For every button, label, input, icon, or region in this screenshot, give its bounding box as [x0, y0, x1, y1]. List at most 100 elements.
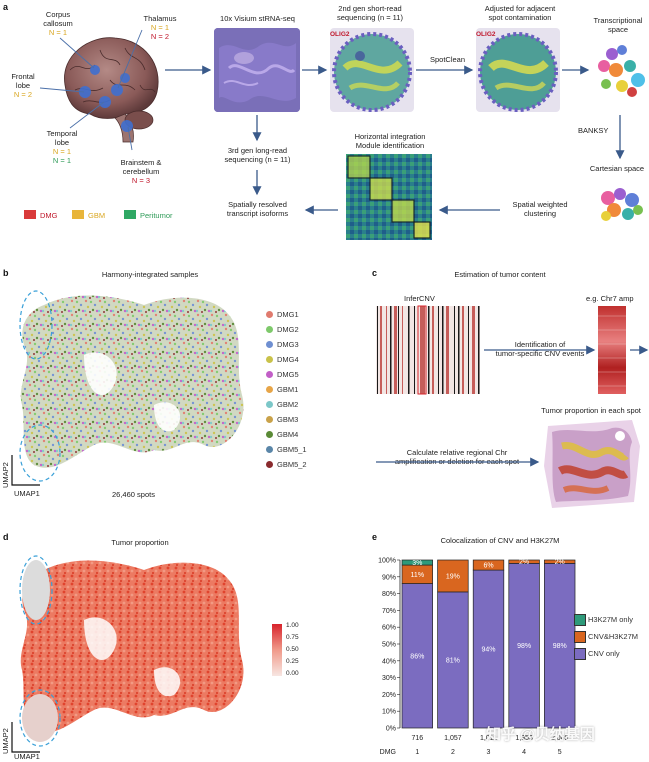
x-tick-label-2: 2: [451, 749, 455, 756]
bar-cnv-only-4: [508, 563, 540, 729]
x-tick-label-3: 3: [487, 749, 491, 756]
legend-dot-gbm5_2: [266, 461, 273, 468]
cartesian-space-plot: [601, 188, 643, 221]
infercnv-heatmap: [376, 305, 480, 395]
legend-dot-gbm3: [266, 416, 273, 423]
legend-gbm-swatch: [72, 210, 84, 219]
watermark: 知乎 @贝纳基因: [486, 726, 595, 743]
y-tick-label: 60%: [382, 625, 396, 632]
legend-dot-gbm4: [266, 431, 273, 438]
legend-dot-dmg2: [266, 326, 273, 333]
count-label-1: 716: [411, 735, 423, 742]
legend-label-dmg3: DMG3: [277, 340, 299, 349]
bar-cnv-h3k27m-5: [544, 559, 576, 564]
umap-d-x-label: UMAP1: [14, 752, 40, 761]
legend-label-dmg4: DMG4: [277, 355, 299, 364]
legend-label-gbm1: GBM1: [277, 385, 299, 394]
brainstem-marker: [121, 120, 133, 132]
count-label-4: 1,953: [515, 735, 533, 742]
colorbar-tick-075: 0.75: [286, 634, 299, 641]
legend-label-2: CNV only: [588, 649, 620, 658]
module-heatmap: [346, 154, 432, 240]
visium-tissue-image: [214, 28, 300, 112]
banksy-label: BANKSY: [578, 126, 609, 135]
panel-label-c: c: [372, 268, 378, 278]
visium-label: 10x Visium stRNA-seq: [220, 14, 295, 23]
legend-label-0: H3K27M only: [588, 615, 634, 624]
spotclean-label: SpotClean: [429, 55, 466, 64]
legend-gbm-label: GBM: [88, 211, 106, 220]
bar-label-0-3: 94%: [482, 647, 496, 654]
bar-label-1-5: 2%: [555, 559, 565, 566]
panel-label-a: a: [3, 2, 9, 12]
umap-d-axes: [11, 722, 40, 753]
colocalization-chart: 0% 10% 20% 30% 40% 50% 60% 70% 80% 90% 100% 86% 11% 3…: [378, 558, 576, 756]
legend-label-gbm3: GBM3: [277, 415, 299, 424]
y-tick-label: 90%: [382, 574, 396, 581]
colorbar-tick-050: 0.50: [286, 646, 299, 653]
y-tick-label: 30%: [382, 675, 396, 682]
legend-label-gbm2: GBM2: [277, 400, 299, 409]
bar-label-1-2: 19%: [446, 573, 460, 580]
panel-b-title: Harmony-integrated samples: [101, 270, 199, 279]
thalamus-marker: [111, 84, 123, 96]
bar-cnv-h3k27m-2: [437, 559, 469, 593]
brain-illustration: [64, 37, 159, 143]
transcriptional-space-plot: [598, 45, 645, 97]
count-label-5: 2,069: [551, 735, 569, 742]
y-tick-label: 10%: [382, 709, 396, 716]
panel-c-title: Estimation of tumor content: [454, 270, 546, 279]
short-read-label: 2nd gen short-read sequencing (n = 11): [337, 4, 403, 22]
legend-label-dmg2: DMG2: [277, 325, 299, 334]
adjusted-label: Adjusted for adjacent spot contamination: [484, 4, 556, 22]
legend-swatch-1: [574, 631, 586, 643]
bar-cnv-h3k27m-4: [508, 559, 540, 564]
transcriptional-space-label: Transcriptional space: [593, 16, 643, 34]
legend-dot-gbm2: [266, 401, 273, 408]
legend-label-dmg1: DMG1: [277, 310, 299, 319]
umap-tumor-plot: [19, 555, 244, 747]
y-tick-label: 100%: [378, 558, 396, 565]
cartesian-space-label: Cartesian space: [589, 164, 645, 173]
tumor-colorbar: [272, 624, 282, 676]
long-read-label: 3rd gen long-read sequencing (n = 11): [224, 146, 291, 164]
spot-count: 26,460 spots: [112, 490, 155, 499]
umap-d-y-label: UMAP2: [1, 728, 10, 754]
y-tick-label: 20%: [382, 692, 396, 699]
region-thalamus: Thalamus N = 1 N = 2: [143, 14, 177, 41]
y-tick-label: 40%: [382, 658, 396, 665]
bar-label-0-1: 86%: [410, 653, 424, 660]
x-tick-label-1: 1: [415, 749, 419, 756]
chr7-heatmap: [598, 306, 626, 394]
legend-dot-gbm5_1: [266, 446, 273, 453]
x-tick-label-5: 5: [558, 749, 562, 756]
panel-e-title: Colocalization of CNV and H3K27M: [440, 536, 560, 545]
panel-d-title: Tumor proportion: [111, 538, 169, 547]
count-label-3: 1,011: [480, 735, 497, 742]
infercnv-label: InferCNV: [404, 294, 435, 303]
bar-label-0-4: 98%: [517, 643, 531, 650]
y-tick-label: 70%: [382, 608, 396, 615]
spatial-clustering-label: Spatial weighted clustering: [512, 200, 568, 218]
bar-label-0-5: 98%: [553, 643, 567, 650]
legend-swatch-2: [574, 648, 586, 660]
legend-dmg-swatch: [24, 210, 36, 219]
legend-label-gbm5_1: GBM5_1: [277, 445, 307, 454]
region-corpus-callosum: Corpus callosum N = 1: [43, 10, 73, 37]
legend-dot-dmg4: [266, 356, 273, 363]
short-read-tissue-image: OLIG2: [330, 28, 414, 112]
legend-swatch-0: [574, 614, 586, 626]
tumor-proportion-label: Tumor proportion in each spot: [541, 406, 641, 415]
umap-samples-plot: [19, 290, 244, 482]
bar-h3k27m-only-1: [401, 559, 433, 566]
horizontal-integration-label: Horizontal integration Module identificat…: [354, 132, 426, 150]
legend-label-1: CNV&H3K27M: [588, 632, 639, 641]
y-tick-label: 80%: [382, 591, 396, 598]
legend-label-dmg5: DMG5: [277, 370, 299, 379]
y-tick-label: 50%: [382, 642, 396, 649]
y-tick-label: 0%: [386, 726, 396, 733]
panel-label-d: d: [3, 532, 9, 542]
bar-label-0-2: 81%: [446, 657, 460, 664]
region-frontal-lobe: Frontal lobe N = 2: [11, 72, 35, 99]
isoform-label: Spatially resolved transcript isoforms: [226, 200, 289, 218]
